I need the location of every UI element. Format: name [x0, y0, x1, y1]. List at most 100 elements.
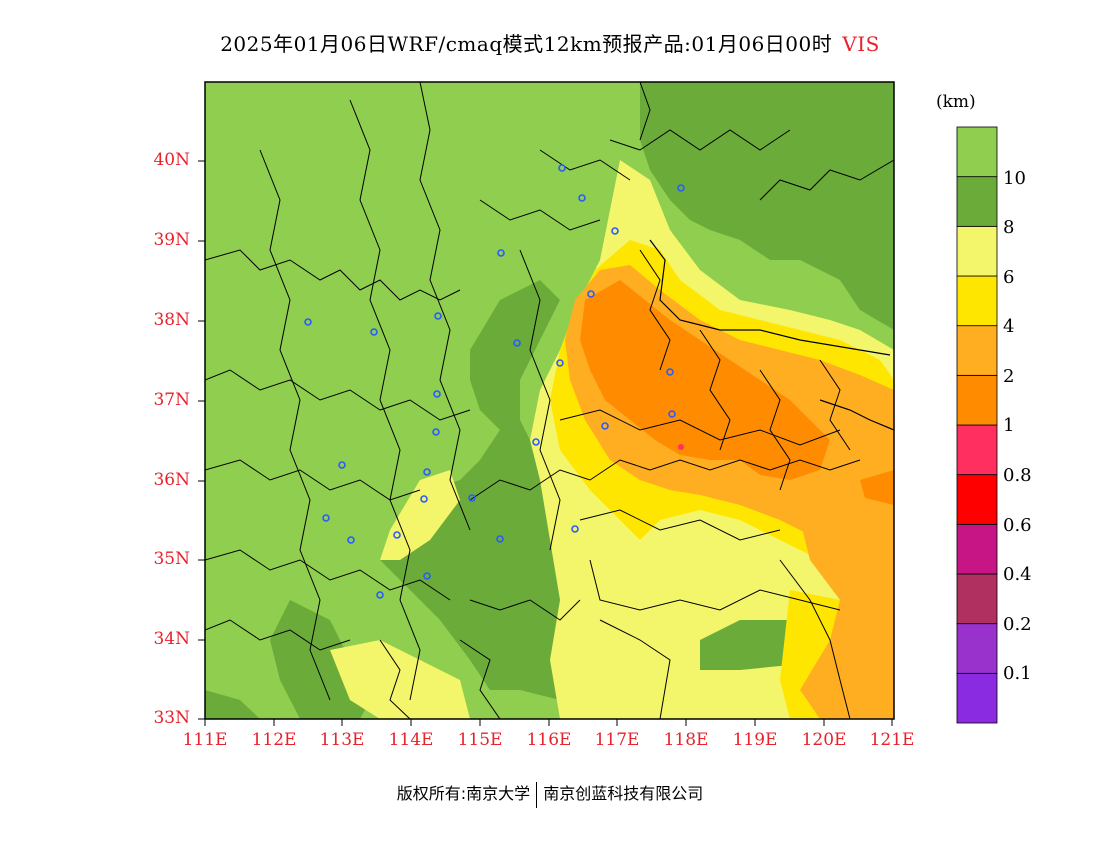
lon-label: 119E	[732, 730, 778, 750]
admin-boundaries	[205, 82, 894, 719]
lon-label: 121E	[869, 730, 915, 750]
station-marker	[420, 495, 428, 503]
colorbar-label: 6	[1003, 267, 1015, 288]
boundary-line	[609, 129, 791, 151]
boundary-line	[379, 639, 411, 719]
boundary-line	[205, 249, 461, 301]
copyright-separator	[536, 781, 538, 808]
station-marker	[434, 312, 442, 320]
colorbar-segment	[956, 623, 998, 674]
lon-label: 114E	[388, 730, 434, 750]
station-marker	[347, 536, 355, 544]
station-marker	[376, 591, 384, 599]
colorbar-segment	[956, 573, 998, 625]
station-marker	[304, 318, 312, 326]
map-title: 2025年01月06日WRF/cmaq模式12km预报产品:01月06日00时 V…	[0, 28, 1100, 57]
field-vis-8-10-island	[700, 620, 805, 670]
station-marker	[468, 494, 476, 502]
colorbar-segment	[956, 523, 998, 575]
station-marker	[666, 368, 674, 376]
boundary-line	[469, 459, 861, 501]
coastline	[819, 399, 894, 431]
station-marker	[433, 390, 441, 398]
lat-label: 40N	[153, 150, 190, 170]
field-vis-08-1-spot	[678, 444, 684, 450]
field-vis-8-10-bottomleft	[205, 690, 260, 719]
colorbar-segment	[956, 474, 998, 525]
boundary-line	[205, 369, 471, 421]
boundary-line	[779, 559, 851, 719]
boundary-line	[259, 149, 331, 701]
lat-label: 39N	[153, 230, 190, 250]
station-marker	[578, 194, 586, 202]
field-vis-1-2-south	[862, 650, 886, 688]
station-marker	[423, 468, 431, 476]
colorbar-label: 10	[1003, 168, 1026, 189]
colorbar-label: 1	[1003, 415, 1015, 436]
boundary-line	[539, 149, 631, 181]
lon-label: 113E	[319, 730, 365, 750]
boundary-line	[469, 599, 581, 621]
station-marker	[558, 164, 566, 172]
field-vis-8-10-northeast	[640, 82, 894, 330]
station-marker	[338, 461, 346, 469]
station-marker	[571, 525, 579, 533]
boundary-line	[639, 82, 651, 141]
colorbar-segment	[956, 325, 998, 376]
axis-ticks	[198, 160, 893, 726]
field-vis-6-8-sw	[380, 470, 460, 560]
boundary-line	[519, 249, 561, 551]
copyright-left: 版权所有:南京大学	[396, 784, 531, 803]
station-marker	[556, 359, 564, 367]
station-marker	[497, 249, 505, 257]
lon-label: 112E	[251, 730, 297, 750]
lon-label: 120E	[801, 730, 847, 750]
colorbar-segment	[956, 374, 998, 426]
lat-label: 36N	[153, 470, 190, 490]
lat-label: 34N	[153, 629, 190, 649]
field-vis-8-10-central	[380, 280, 580, 700]
field-vis-1-2	[580, 280, 830, 480]
colorbar-segment	[956, 672, 998, 724]
colorbar-segment	[956, 126, 998, 178]
boundary-line	[599, 619, 671, 719]
colorbar-segment	[956, 275, 998, 327]
station-marker	[496, 535, 504, 543]
boundary-line	[639, 249, 671, 371]
boundary-line	[759, 369, 791, 491]
station-markers	[304, 164, 685, 599]
colorbar-label: 0.4	[1003, 564, 1032, 585]
station-marker	[322, 514, 330, 522]
colorbar-label: 2	[1003, 366, 1015, 387]
lon-label: 116E	[526, 730, 572, 750]
colorbar-label: 0.8	[1003, 465, 1032, 486]
boundary-line	[459, 639, 501, 719]
field-vis-8-10-south	[270, 600, 370, 719]
colorbar-segment	[956, 424, 998, 476]
station-marker	[611, 227, 619, 235]
station-marker	[532, 438, 540, 446]
station-marker	[668, 410, 676, 418]
lon-label: 115E	[457, 730, 503, 750]
colorbar-label: 0.6	[1003, 515, 1032, 536]
visibility-field	[205, 82, 894, 719]
lon-label: 118E	[663, 730, 709, 750]
boundary-line	[559, 409, 841, 446]
boundary-line	[419, 82, 471, 531]
station-marker	[432, 428, 440, 436]
colorbar	[956, 126, 998, 724]
station-marker	[587, 290, 595, 298]
coastline	[649, 239, 891, 356]
field-vis-1-2-east	[860, 470, 894, 505]
colorbar-label: 0.1	[1003, 663, 1032, 684]
boundary-line	[205, 549, 451, 601]
boundary-line	[589, 559, 841, 611]
boundary-line	[349, 99, 421, 701]
station-marker	[677, 184, 685, 192]
boundary-line	[579, 509, 781, 541]
copyright: 版权所有:南京大学 南京创蓝科技有限公司	[0, 780, 1100, 808]
colorbar-segment	[956, 176, 998, 227]
boundary-line	[759, 159, 894, 201]
station-marker	[423, 572, 431, 580]
